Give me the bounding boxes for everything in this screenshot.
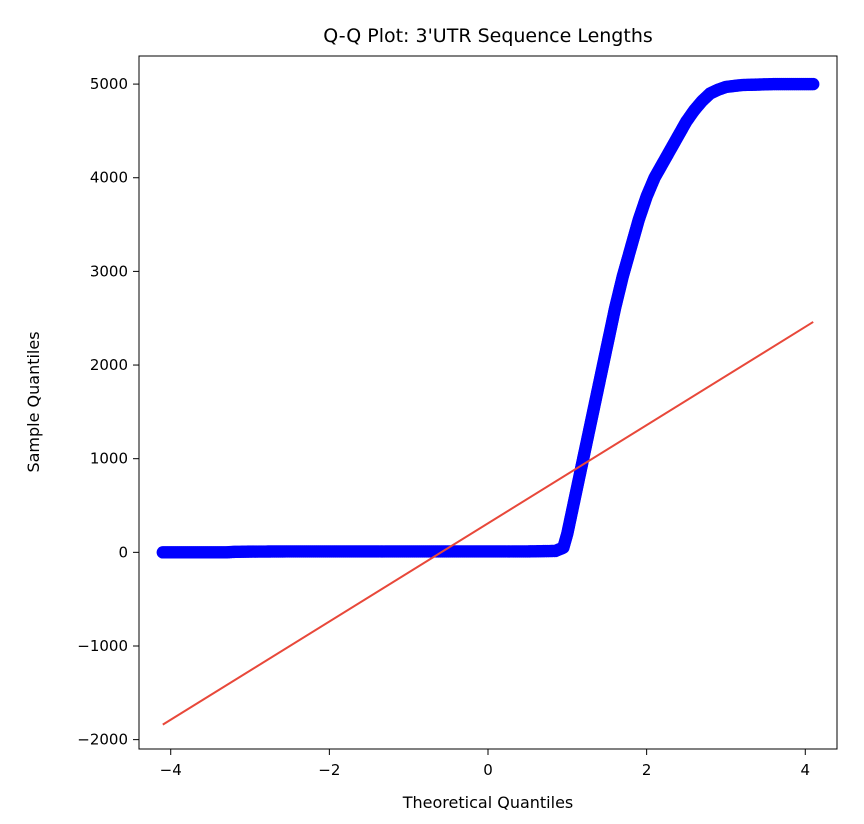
reference-line — [162, 321, 814, 726]
x-tick-label: 0 — [483, 761, 493, 779]
plot-area — [156, 77, 820, 726]
y-tick-label: −1000 — [77, 637, 128, 655]
y-tick-label: 5000 — [90, 75, 128, 93]
scatter-points — [156, 77, 820, 559]
x-tick-label: −4 — [160, 761, 182, 779]
axes-frame — [138, 55, 838, 750]
y-tick-label: 4000 — [90, 169, 128, 187]
x-axis-ticks: −4 −2 0 2 4 — [160, 749, 810, 779]
x-tick-label: −2 — [318, 761, 340, 779]
y-axis-ticks: −2000 −1000 0 1000 2000 3000 4000 5000 — [77, 75, 139, 749]
x-tick-label: 4 — [800, 761, 810, 779]
y-tick-label: 0 — [118, 543, 128, 561]
x-axis-label: Theoretical Quantiles — [402, 793, 574, 812]
scatter-point — [807, 77, 820, 91]
y-axis-label: Sample Quantiles — [24, 331, 43, 472]
y-tick-label: 2000 — [90, 356, 128, 374]
y-tick-label: 3000 — [90, 262, 128, 280]
x-tick-label: 2 — [642, 761, 652, 779]
reference-line-segment — [162, 321, 814, 726]
chart-title: Q-Q Plot: 3'UTR Sequence Lengths — [323, 25, 653, 47]
y-tick-label: −2000 — [77, 731, 128, 749]
y-tick-label: 1000 — [90, 450, 128, 468]
